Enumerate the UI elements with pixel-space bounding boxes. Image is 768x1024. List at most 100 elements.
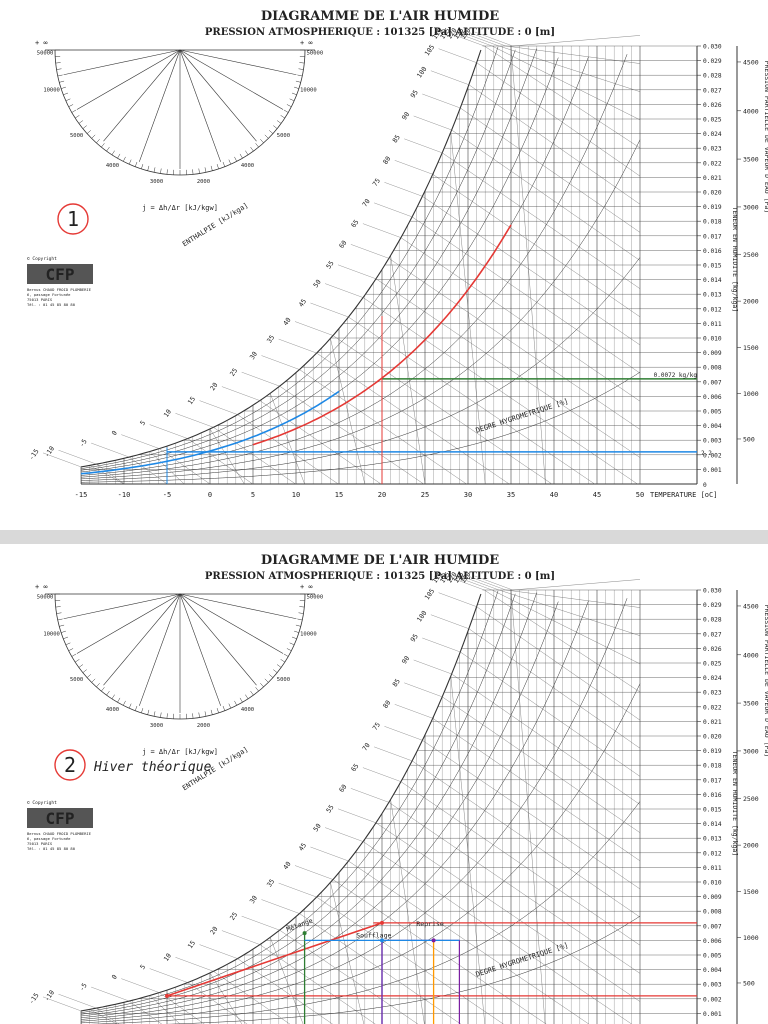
- y-tick-label: 0.030: [703, 588, 722, 595]
- volume-line: [330, 882, 365, 1024]
- enthalpy-line: [299, 369, 467, 485]
- chart-page-1: DIAGRAMME DE L'AIR HUMIDE PRESSION ATMOS…: [0, 0, 768, 530]
- rh-curve: [90, 801, 641, 1024]
- chart-svg-2: DIAGRAMME DE L'AIR HUMIDE PRESSION ATMOS…: [27, 553, 768, 1024]
- enthalpy-line: [492, 589, 641, 665]
- protractor-tick: [123, 156, 126, 162]
- enthalpy-tick-label: 0: [110, 429, 119, 437]
- y-tick-label: 0.019: [703, 204, 722, 211]
- enthalpy-tick-label: 75: [371, 721, 382, 732]
- annotation-circle: 2 Hiver théorique: [54, 749, 212, 781]
- y-tick-label: 0.022: [703, 160, 722, 167]
- process-point: [165, 993, 169, 998]
- protractor-tick: [59, 624, 65, 627]
- logo-copyright: © Copyright: [27, 256, 57, 262]
- y-tick-label: 0.009: [703, 350, 722, 357]
- enthalpy-extension: [422, 93, 461, 109]
- x-tick-label: 45: [593, 491, 601, 499]
- y2-tick-label: 4000: [743, 107, 759, 115]
- enthalpy-extension: [310, 302, 349, 318]
- protractor-tick: [65, 642, 71, 646]
- protractor-label: + ∞: [300, 39, 313, 47]
- enthalpy-tick-label: 20: [208, 925, 219, 936]
- enthalpy-extension: [241, 371, 280, 387]
- protractor-tick: [106, 146, 110, 152]
- chart-subtitle: PRESSION ATMOSPHERIQUE : 101325 [Pa] ALT…: [205, 571, 555, 582]
- annotation-ring: [57, 203, 89, 235]
- protractor-label: 50000: [37, 51, 54, 57]
- rh-curve: [80, 56, 589, 476]
- y-tick-label: 0.027: [703, 631, 722, 638]
- enthalpy-tick-label: -5: [78, 982, 89, 993]
- y-tick-label: 0.017: [703, 777, 722, 784]
- protractor-tick: [68, 104, 74, 107]
- enthalpy-extension: [121, 434, 160, 449]
- x-tick-label: -10: [118, 491, 131, 499]
- protractor-tick: [291, 636, 297, 640]
- protractor-tick: [78, 664, 84, 668]
- enthalpy-tick-label: 65: [350, 218, 361, 229]
- enthalpy-tick-label: 25: [228, 367, 239, 378]
- protractor: + ∞ + ∞ j = Δh/Δr [kJ/kgw] 50000 10000 5000 40…: [35, 39, 323, 212]
- enthalpy-extension: [404, 138, 443, 153]
- y-tick-label: 0.010: [703, 880, 722, 887]
- protractor-ray: [179, 49, 284, 110]
- enthalpy-tick-label: 0: [110, 973, 119, 981]
- y2-tick-label: 3500: [743, 700, 759, 708]
- protractor-tick: [56, 612, 62, 614]
- y-tick-label: 0.004: [703, 967, 722, 974]
- protractor-tick: [216, 164, 219, 169]
- enthalpy-tick-label: -15: [27, 991, 40, 1005]
- protractor-tick: [216, 708, 219, 713]
- rh-curve: [80, 600, 589, 1020]
- protractor-tick: [222, 161, 226, 167]
- protractor-ray: [179, 49, 297, 76]
- x-tick-label: 20: [378, 491, 386, 499]
- enthalpy-line: [96, 1008, 120, 1024]
- protractor-tick: [75, 659, 80, 663]
- protractor-label: 4000: [241, 163, 254, 169]
- y-tick-label: 0.018: [703, 219, 722, 226]
- enthalpy-tick-label: 10: [162, 408, 173, 419]
- protractor-tick: [269, 674, 274, 678]
- protractor-tick: [128, 703, 132, 709]
- rh-curve: [80, 593, 482, 1012]
- enthalpy-extension: [325, 827, 364, 842]
- y-tick-label: 0.024: [703, 675, 722, 682]
- y-tick-label: 0.028: [703, 73, 722, 80]
- protractor-label: 5000: [70, 133, 83, 139]
- enthalpy-line: [451, 673, 641, 805]
- protractor-tick: [276, 664, 282, 668]
- enthalpy-extension: [446, 31, 485, 47]
- y-tick-label: 0.009: [703, 894, 722, 901]
- volume-line: [330, 338, 365, 485]
- enthalpy-extension: [241, 915, 280, 931]
- protractor-tick: [147, 709, 150, 715]
- enthalpy-tick-label: 95: [409, 88, 420, 99]
- protractor-tick: [276, 120, 282, 124]
- protractor-tick: [255, 143, 259, 148]
- enthalpy-extension: [294, 321, 334, 336]
- process-point: [431, 938, 436, 943]
- enthalpy-extension: [149, 968, 188, 983]
- protractor-tick: [141, 164, 144, 169]
- y2-axis-title: PRESSION PARTIELLE DE VAPEUR D'EAU [Pa]: [763, 605, 768, 758]
- volume-line: [209, 972, 243, 1024]
- y-axis-title: TENEUR EN HUMIDITE [kg/kga]: [731, 751, 739, 857]
- y-tick-label: 0.029: [703, 58, 722, 65]
- enthalpy-line: [460, 651, 641, 777]
- enthalpy-extension: [261, 899, 300, 914]
- protractor-tick: [289, 98, 295, 102]
- enthalpy-tick-label: 50: [312, 822, 323, 833]
- protractor-tick: [198, 712, 200, 718]
- protractor-ray: [76, 593, 181, 654]
- enthalpy-line: [362, 297, 638, 485]
- protractor-label: 4000: [106, 707, 119, 713]
- enthalpy-line: [484, 45, 641, 149]
- protractor-tick: [280, 659, 285, 663]
- y-tick-label: 0.015: [703, 807, 722, 814]
- volume-line: [270, 393, 305, 485]
- enthalpy-extension: [337, 264, 377, 279]
- enthalpy-tick-label: 40: [282, 316, 293, 327]
- enthalpy-extension: [474, 575, 513, 591]
